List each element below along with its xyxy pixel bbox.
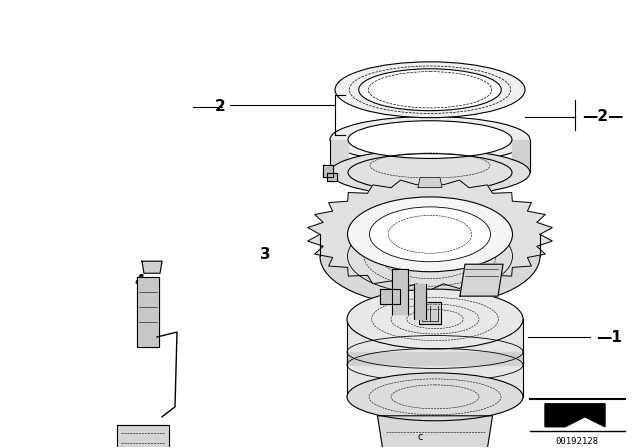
Polygon shape — [117, 425, 169, 448]
Polygon shape — [380, 289, 400, 304]
Polygon shape — [323, 164, 333, 177]
Ellipse shape — [320, 207, 540, 306]
Text: c: c — [417, 431, 422, 442]
Ellipse shape — [369, 207, 490, 262]
Ellipse shape — [348, 197, 513, 271]
Polygon shape — [414, 284, 426, 319]
Polygon shape — [320, 234, 348, 256]
Polygon shape — [513, 234, 540, 256]
Text: —1: —1 — [596, 330, 622, 345]
Polygon shape — [347, 319, 523, 397]
Polygon shape — [392, 269, 408, 314]
Text: —2—: —2— — [582, 109, 623, 124]
Polygon shape — [378, 416, 493, 448]
Ellipse shape — [347, 373, 523, 421]
Polygon shape — [308, 178, 552, 290]
Polygon shape — [460, 264, 503, 296]
Polygon shape — [512, 140, 530, 172]
Polygon shape — [347, 352, 523, 365]
Polygon shape — [330, 140, 348, 172]
Polygon shape — [142, 261, 162, 273]
Ellipse shape — [330, 150, 530, 195]
Text: 3: 3 — [260, 247, 270, 262]
Text: 4: 4 — [134, 274, 145, 289]
Polygon shape — [419, 302, 441, 323]
Ellipse shape — [347, 289, 523, 349]
Polygon shape — [137, 277, 159, 347]
Polygon shape — [327, 173, 337, 181]
Ellipse shape — [359, 69, 501, 111]
Ellipse shape — [348, 121, 512, 159]
Ellipse shape — [335, 62, 525, 118]
Polygon shape — [418, 177, 442, 187]
Text: 2: 2 — [214, 99, 225, 114]
Ellipse shape — [330, 116, 530, 163]
Text: 00192128: 00192128 — [556, 437, 598, 446]
Polygon shape — [545, 404, 605, 427]
